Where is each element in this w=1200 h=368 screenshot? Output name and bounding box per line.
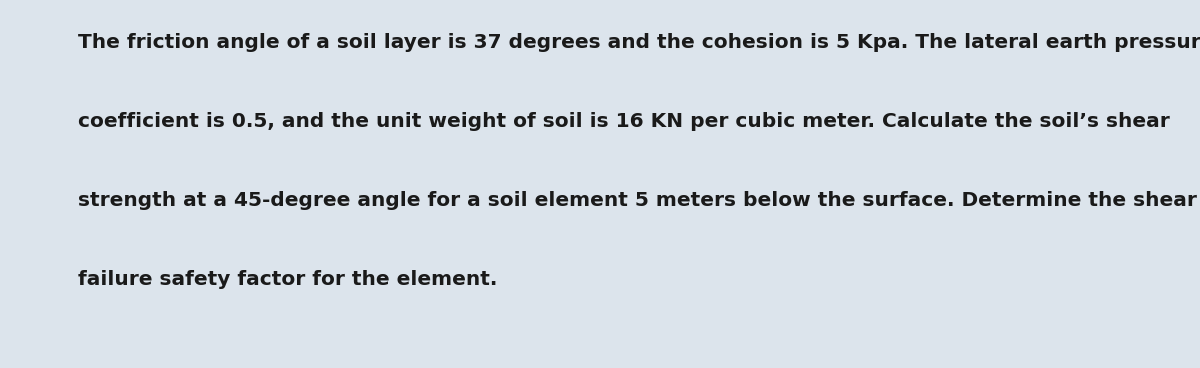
Text: coefficient is 0.5, and the unit weight of soil is 16 KN per cubic meter. Calcul: coefficient is 0.5, and the unit weight … — [78, 112, 1170, 131]
Text: failure safety factor for the element.: failure safety factor for the element. — [78, 270, 497, 290]
Text: The friction angle of a soil layer is 37 degrees and the cohesion is 5 Kpa. The : The friction angle of a soil layer is 37… — [78, 33, 1200, 52]
Text: strength at a 45-degree angle for a soil element 5 meters below the surface. Det: strength at a 45-degree angle for a soil… — [78, 191, 1196, 210]
